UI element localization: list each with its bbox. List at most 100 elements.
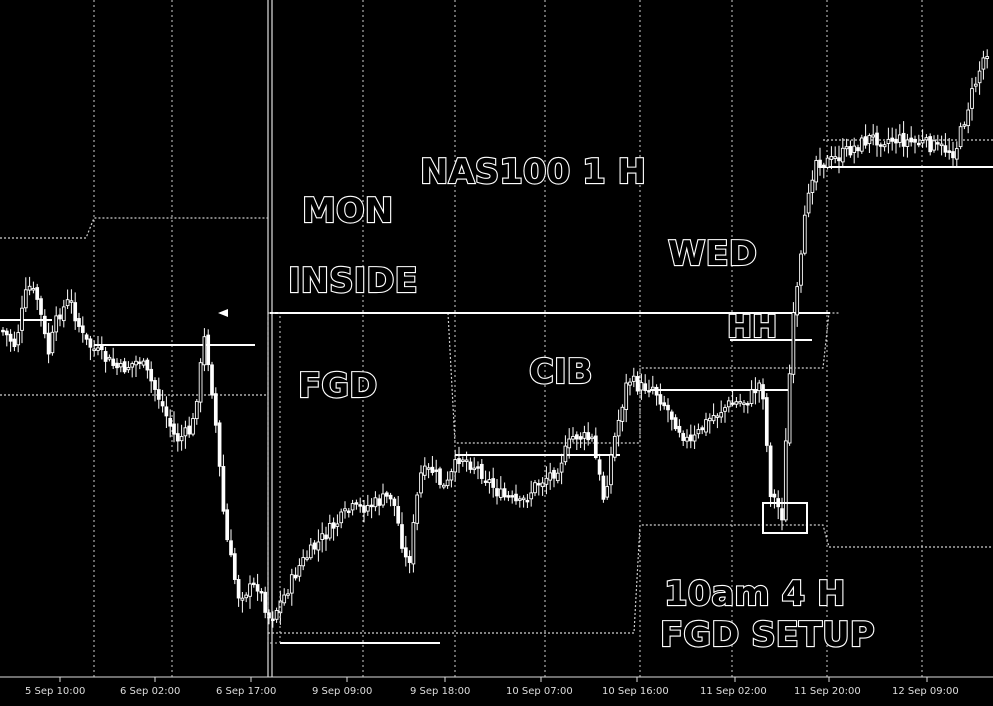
candle-body-down [430, 466, 435, 473]
candle-body-down [99, 345, 104, 351]
candle-body-up [464, 459, 469, 462]
candle-body-up [742, 402, 746, 405]
candle-body-up [954, 148, 959, 160]
candle-body-down [251, 582, 256, 586]
candle-body-down [407, 556, 412, 563]
candle-body-up [248, 583, 252, 597]
candle-body-up [487, 479, 492, 484]
candle-body-down [293, 574, 298, 579]
candle-body-up [867, 135, 872, 145]
candle-body-up [559, 462, 564, 473]
candle-body-up [590, 436, 594, 440]
candle-body-up [118, 363, 123, 368]
candle-body-up [799, 253, 803, 286]
candle-body-up [305, 557, 309, 560]
candle-body-down [122, 361, 127, 373]
candle-body-up [343, 508, 347, 512]
candle-body-down [821, 164, 826, 168]
candle-body-down [160, 401, 165, 407]
candle-body-up [50, 331, 55, 354]
candle-body-up [795, 286, 800, 316]
candle-body-up [65, 299, 70, 307]
x-tick-label: 9 Sep 18:00 [410, 686, 470, 697]
candle-body-up [704, 419, 708, 433]
candle-body-down [403, 547, 408, 558]
candle-body-up [719, 412, 724, 418]
candle-body-down [137, 361, 142, 364]
candle-body-up [624, 382, 629, 410]
candle-body-up [297, 565, 302, 577]
candle-body-up [814, 160, 819, 183]
candle-body-down [4, 330, 9, 336]
annotation-cib: CIB [529, 352, 593, 392]
candle-body-up [16, 332, 21, 346]
highlight-boxes [267, 312, 808, 644]
candle-body-up [548, 472, 553, 481]
candle-body-up [825, 157, 830, 168]
candle-body-down [149, 368, 154, 382]
candle-body-down [8, 333, 13, 342]
candle-body-down [928, 136, 933, 153]
candle-body-down [236, 579, 241, 599]
candle-body-up [882, 144, 887, 148]
range-high-step [0, 217, 268, 239]
candle-body-down [384, 492, 389, 497]
candle-body-up [650, 386, 655, 390]
candle-body-up [616, 419, 621, 437]
candle-body-down [647, 390, 651, 393]
candle-body-up [126, 367, 131, 371]
candle-body-down [890, 137, 895, 142]
candle-body-up [301, 557, 306, 567]
range-step-lines [0, 139, 993, 634]
candle-body-down [673, 417, 678, 430]
candle-body-up [924, 137, 929, 141]
x-tick-label: 9 Sep 09:00 [312, 686, 372, 697]
candle-body-up [609, 454, 613, 486]
candle-body-up [981, 57, 986, 70]
candle-body-down [578, 436, 583, 440]
candle-body-up [631, 375, 636, 382]
candle-body-down [658, 394, 663, 405]
candle-body-down [901, 132, 906, 147]
candle-body-down [856, 147, 860, 152]
candle-body-up [449, 471, 454, 481]
annotation-mon: MON [302, 191, 393, 231]
candle-body-up [350, 503, 355, 511]
candle-body-up [415, 494, 420, 524]
candle-body-down [476, 466, 480, 469]
candle-body-up [320, 533, 325, 540]
candle-body-up [411, 522, 416, 565]
candle-body-up [612, 435, 617, 458]
candle-body-up [939, 143, 944, 147]
candle-body-down [77, 318, 81, 327]
session-dividers [93, 0, 923, 677]
candle-body-down [510, 495, 515, 498]
candle-body-up [871, 134, 876, 138]
candle-body-up [692, 434, 697, 442]
candle-body-up [365, 505, 370, 512]
candle-body-down [818, 159, 822, 168]
candle-body-up [977, 70, 982, 84]
candle-body-up [381, 493, 385, 506]
candle-body-up [282, 594, 287, 604]
level-lines [0, 166, 993, 644]
candle-body-down [221, 466, 226, 512]
candle-body-up [985, 56, 990, 59]
candle-body-down [502, 488, 507, 498]
candle-body-down [601, 475, 606, 500]
candle-body-up [335, 523, 340, 527]
candle-body-up [844, 146, 849, 150]
candle-body-down [346, 510, 351, 513]
candle-body-down [434, 469, 439, 472]
candle-body-down [35, 287, 40, 300]
candle-body-down [400, 524, 404, 549]
candle-body-up [970, 88, 974, 109]
candle-body-down [514, 493, 518, 502]
candle-body-down [662, 402, 667, 407]
candle-body-down [324, 534, 328, 540]
candle-body-down [837, 157, 841, 162]
candle-body-down [491, 478, 496, 488]
candle-body-up [316, 541, 321, 551]
candle-body-up [240, 597, 245, 601]
